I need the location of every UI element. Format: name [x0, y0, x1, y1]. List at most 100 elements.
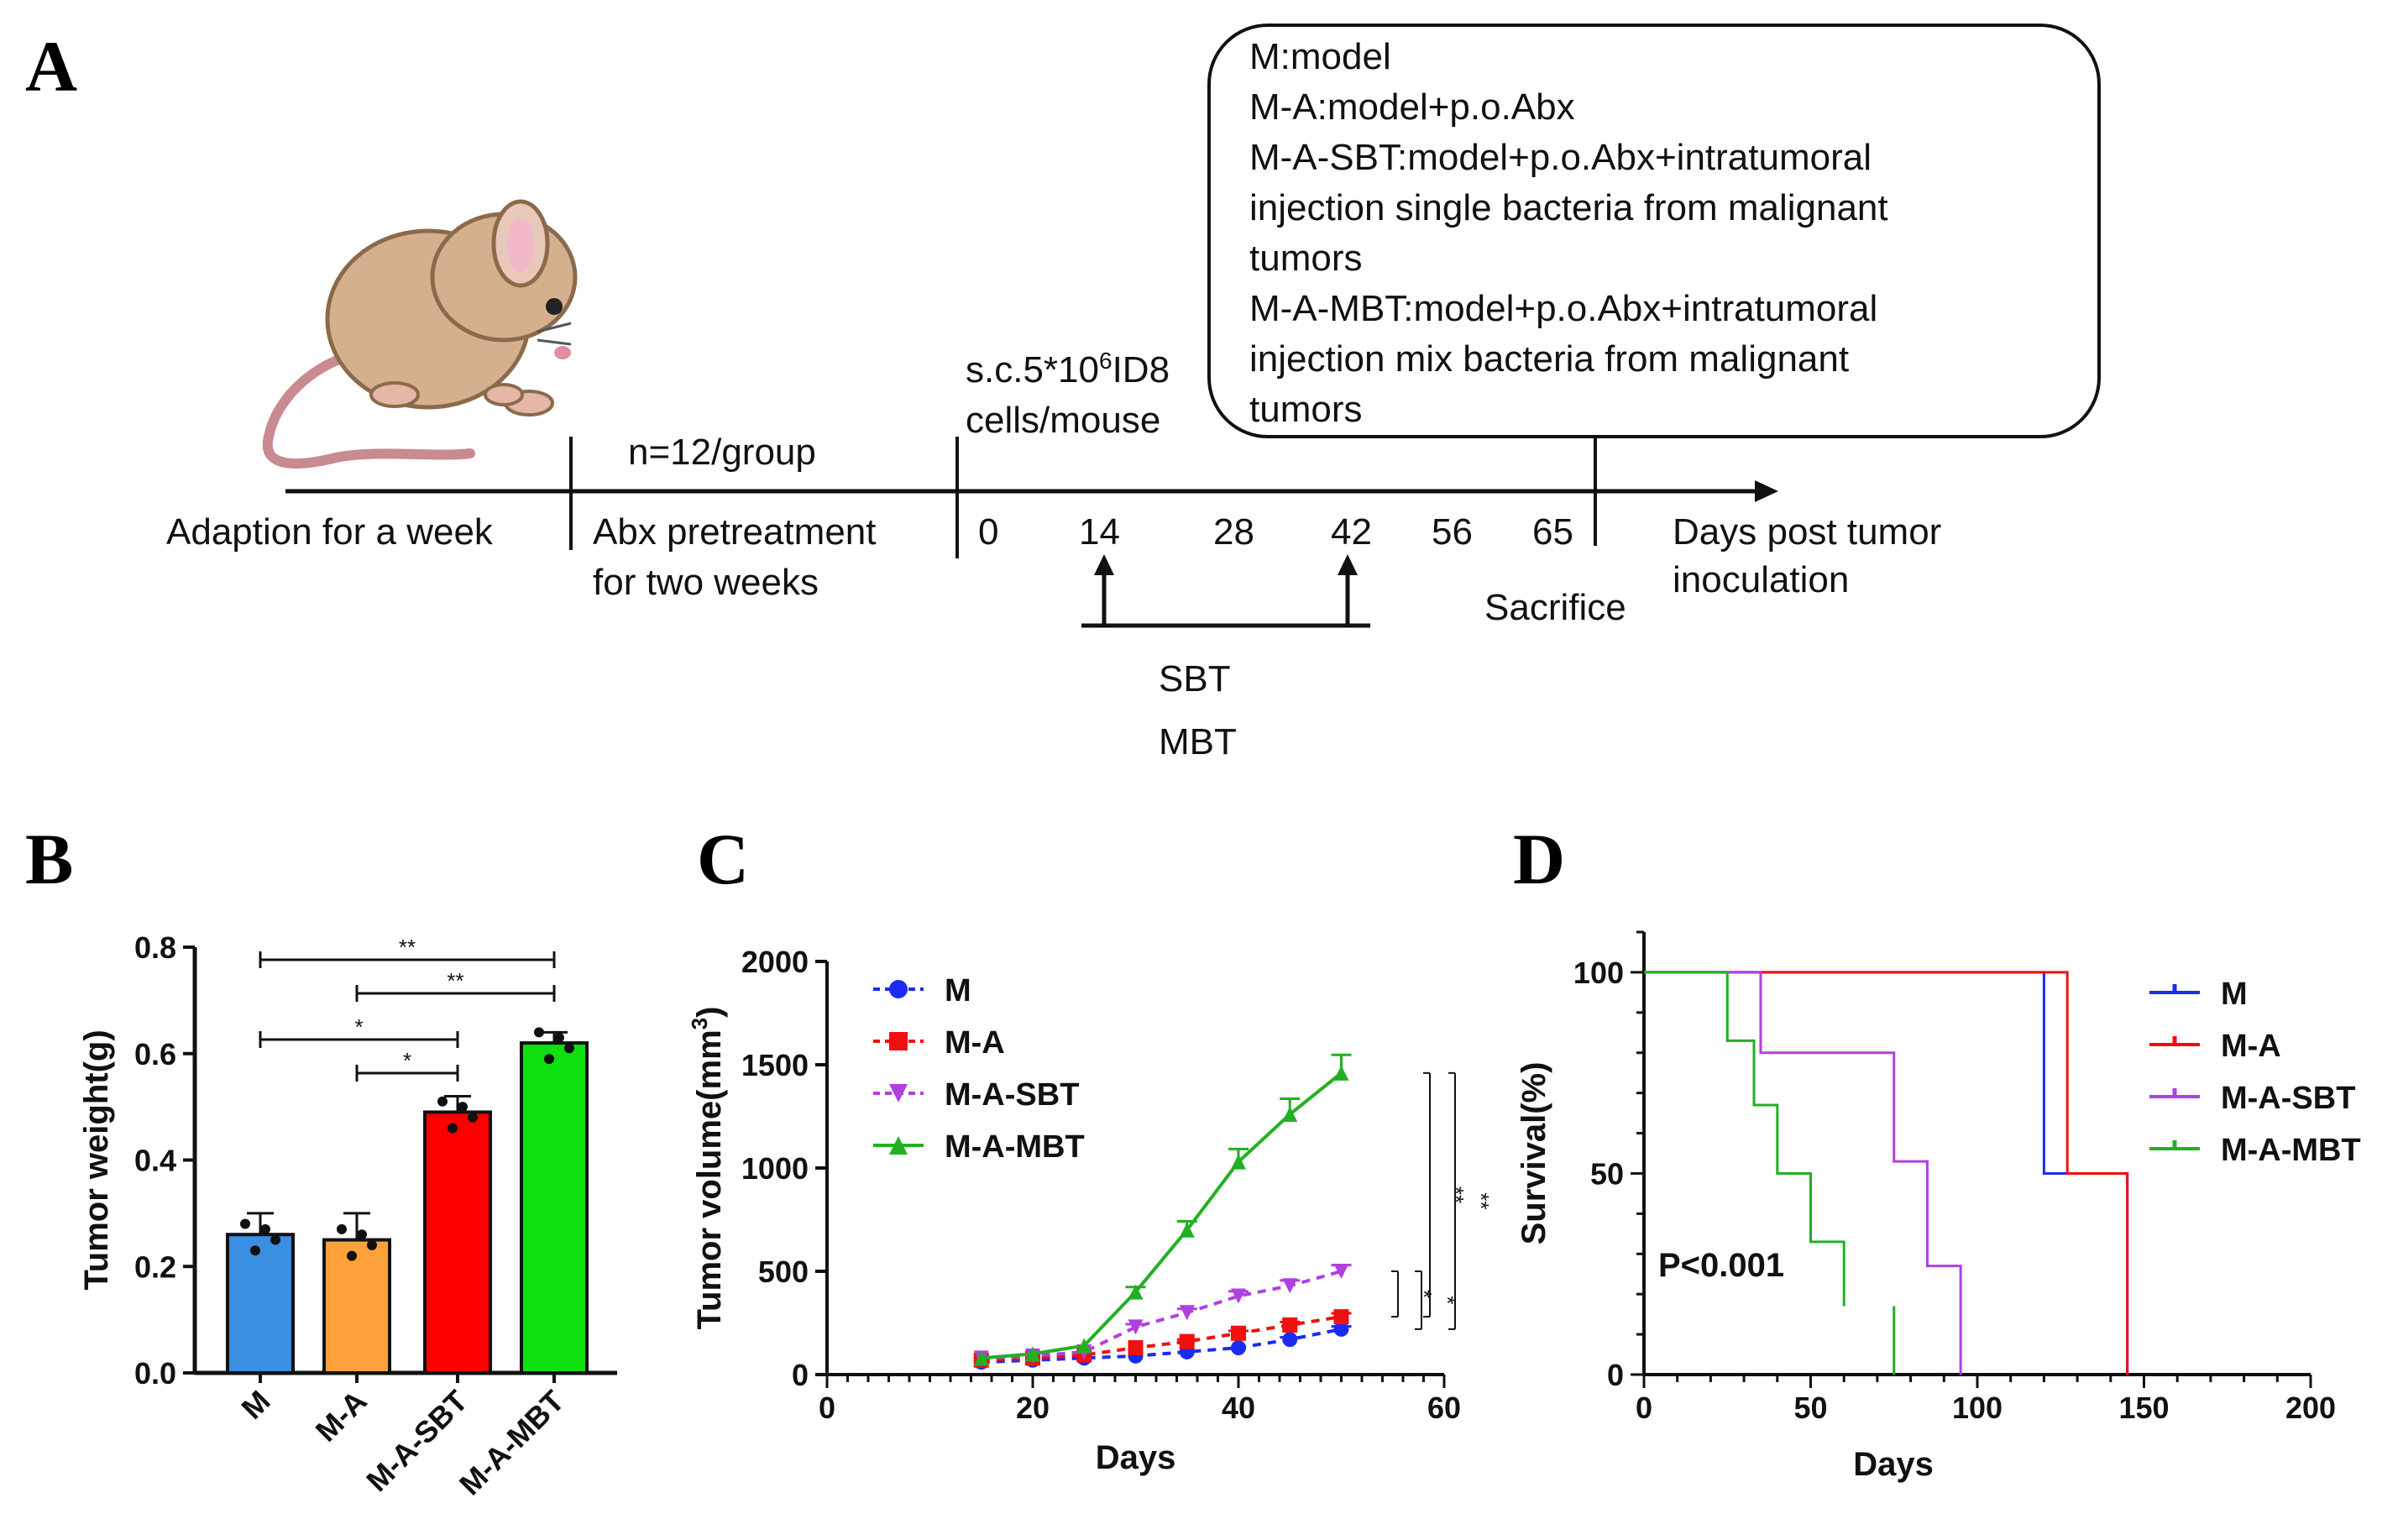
data-point: [357, 1229, 367, 1240]
survival-curve: [1644, 971, 2129, 1375]
x-tick-label: 20: [1016, 1391, 1050, 1425]
data-marker: [1231, 1288, 1246, 1304]
panel-a: A M:model M-A:model+p.o.Abx M-A-SBT:mode…: [25, 24, 2101, 762]
x-tick-label: M-A: [309, 1384, 374, 1448]
y-axis-label: Tumor weight(g): [78, 1029, 115, 1290]
y-axis-label: Tumor volume(mm3): [687, 1007, 728, 1330]
y-tick-label: 0.6: [134, 1037, 176, 1071]
panel-c-letter: C: [697, 819, 749, 899]
significance-label: *: [1435, 1296, 1460, 1304]
x-tick-label: 0: [1636, 1391, 1652, 1425]
data-marker: [1128, 1340, 1144, 1356]
y-tick-label: 0: [1607, 1358, 1624, 1392]
x-tick-label: M: [234, 1384, 276, 1426]
bar: [423, 1110, 492, 1375]
y-tick-label: 0.2: [134, 1249, 176, 1284]
legend-line: injection single bacteria from malignant: [1249, 187, 1888, 228]
legend-box: [1207, 24, 2101, 438]
x-tick-label: 150: [2118, 1391, 2169, 1425]
y-axis-label-text: Tumor volume(mm: [691, 1029, 728, 1329]
data-marker: [1179, 1333, 1195, 1349]
data-marker: [889, 980, 908, 998]
data-point: [260, 1223, 270, 1234]
series-line: [981, 1270, 1343, 1360]
treatment-label-2: MBT: [1159, 721, 1237, 762]
data-marker: [1128, 1319, 1144, 1335]
bar: [226, 1233, 295, 1375]
y-tick-label: 500: [758, 1255, 809, 1289]
bar: [322, 1238, 391, 1375]
data-point: [367, 1239, 377, 1250]
data-marker: [1231, 1325, 1246, 1341]
survival-curve: [1644, 971, 1962, 1375]
y-tick-label: 2000: [741, 945, 809, 979]
data-marker: [1333, 1065, 1349, 1081]
data-marker: [1128, 1284, 1144, 1300]
x-tick-label: 50: [1793, 1391, 1827, 1425]
data-marker: [1025, 1346, 1040, 1362]
data-point: [458, 1102, 468, 1113]
p-value-annotation: P<0.001: [1658, 1247, 1784, 1284]
data-marker: [1179, 1222, 1195, 1238]
data-marker: [1231, 1154, 1246, 1170]
y-tick-label: 100: [1573, 956, 1624, 990]
legend-label: M-A: [945, 1025, 1005, 1061]
legend-box-lines: M:model M-A:model+p.o.Abx M-A-SBT:model+…: [1249, 36, 1888, 430]
x-tick-label: 200: [2285, 1391, 2336, 1425]
data-point: [544, 1054, 554, 1065]
significance-label: *: [403, 1048, 411, 1073]
y-axis-label: Survival(%): [1516, 1062, 1552, 1245]
y-tick-label: 50: [1590, 1156, 1624, 1191]
data-marker: [1282, 1317, 1298, 1333]
group-size-label: n=12/group: [628, 432, 816, 473]
data-marker: [1333, 1321, 1349, 1337]
data-marker: [1333, 1264, 1349, 1279]
inoculation-label: s.c.5*106ID8: [966, 348, 1170, 390]
x-tick-label: M-A-MBT: [453, 1384, 571, 1502]
x-tick-label: 0: [819, 1391, 835, 1425]
y-tick-label: 0.8: [134, 930, 176, 965]
significance-label: **: [1468, 1192, 1494, 1209]
mouse-illustration: [262, 199, 578, 469]
legend-line: M-A-SBT:model+p.o.Abx+intratumoral: [1249, 137, 1872, 178]
timeline-axis-label-2: inoculation: [1673, 559, 1849, 600]
data-marker: [1076, 1338, 1092, 1354]
legend-label: M-A-MBT: [2221, 1133, 2361, 1168]
day-label: 56: [1432, 511, 1473, 553]
legend-line: M:model: [1249, 36, 1391, 77]
legend-label: M: [2221, 977, 2248, 1012]
legend-label: M-A-SBT: [945, 1077, 1079, 1113]
data-marker: [889, 1084, 908, 1103]
data-point: [337, 1223, 347, 1234]
treatment-arrowhead: [1338, 554, 1358, 575]
survival-curve: [1644, 971, 2129, 1375]
data-point: [448, 1123, 458, 1134]
legend-line: M-A:model+p.o.Abx: [1249, 86, 1575, 128]
data-marker: [1282, 1278, 1298, 1294]
data-point: [437, 1096, 448, 1107]
data-marker: [1179, 1305, 1195, 1321]
y-tick-label: 1500: [741, 1048, 809, 1082]
x-axis-label: Days: [1096, 1439, 1176, 1476]
series-line: [981, 1071, 1343, 1360]
significance-label: **: [399, 935, 416, 960]
y-tick-label: 0: [792, 1358, 809, 1392]
day-label: 0: [978, 511, 998, 553]
data-marker: [1231, 1340, 1246, 1356]
day-label: 42: [1331, 511, 1372, 553]
day-label: 14: [1079, 511, 1120, 553]
significance-label: *: [1411, 1290, 1437, 1298]
legend-line: tumors: [1249, 238, 1362, 279]
legend-line: injection mix bacteria from malignant: [1249, 338, 1849, 380]
y-tick-label: 0.0: [134, 1356, 176, 1391]
y-axis-label-sup: 3: [687, 1018, 712, 1029]
data-point: [250, 1245, 260, 1256]
panel-a-letter: A: [25, 26, 77, 107]
data-marker: [889, 1136, 908, 1155]
data-marker: [1282, 1332, 1298, 1348]
data-point: [564, 1043, 574, 1054]
chart-c: 0 500 1000 1500 2000 0 20 40 60 Days Tumor volume(…: [687, 945, 1494, 1476]
legend-label: M-A-MBT: [945, 1129, 1085, 1165]
